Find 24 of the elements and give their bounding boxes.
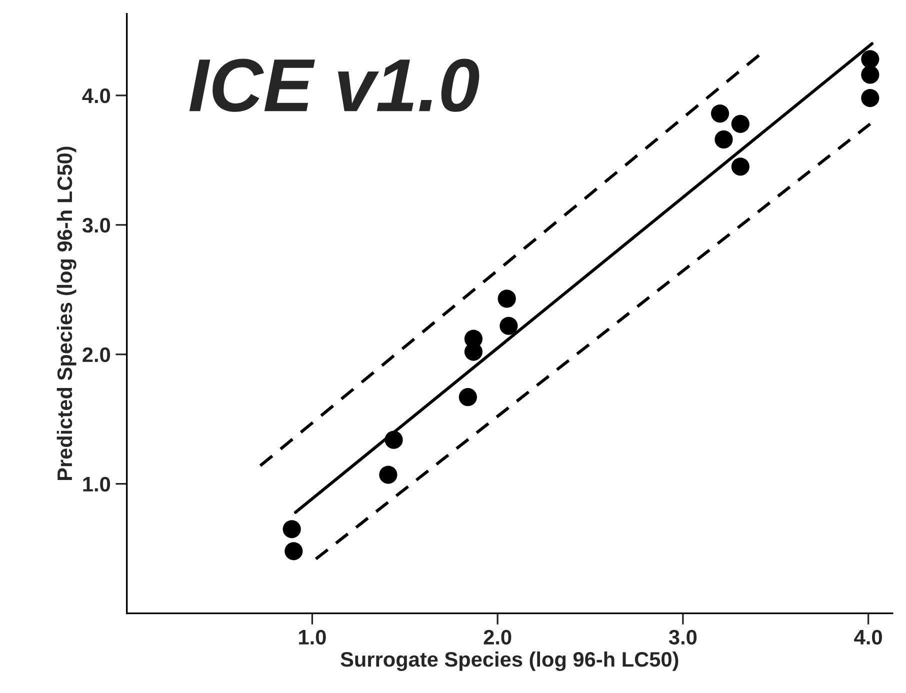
point: [731, 158, 750, 176]
point: [861, 88, 880, 108]
point: [861, 50, 880, 68]
point: [861, 66, 880, 84]
x-axis-title: Surrogate Species (log 96-h LC50): [340, 651, 678, 671]
point: [282, 520, 301, 538]
point: [379, 466, 398, 484]
x-tick-label: 4.0: [854, 630, 882, 645]
y-tick-label: 2.0: [82, 347, 110, 362]
point: [500, 316, 518, 335]
x-tick-label: 2.0: [484, 630, 512, 645]
x-tick-label: 3.0: [668, 630, 697, 645]
point: [498, 290, 516, 308]
point: [458, 388, 477, 406]
x-tick-label: 1.0: [299, 630, 326, 645]
y-tick-label: 3.0: [82, 218, 110, 233]
point: [714, 130, 733, 148]
point: [284, 542, 303, 560]
y-tick-label: 1.0: [83, 476, 110, 492]
point: [731, 114, 750, 133]
chart-title: ICE v1.0: [189, 58, 480, 112]
y-tick-label: 4.0: [82, 88, 110, 104]
point: [710, 104, 730, 123]
y-axis-title: Predicted Species (log 96-h LC50): [56, 146, 76, 480]
